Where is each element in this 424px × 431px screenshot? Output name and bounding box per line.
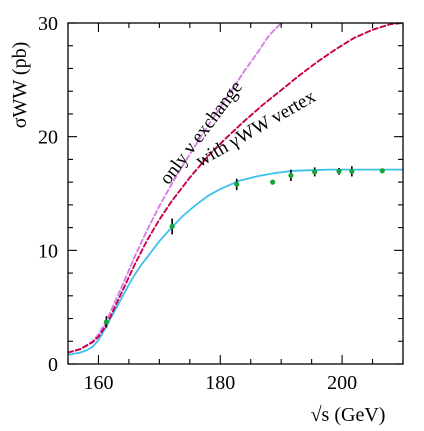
axes-frame [67,22,404,365]
curve-nu-exchange-only [68,23,283,354]
data-point [288,169,294,181]
y-tick-label: 0 [48,354,58,376]
x-tick-label: 180 [205,372,235,394]
x-axis-label: √s (GeV) [311,404,386,426]
data-point [312,167,318,177]
x-tick-label: 200 [327,372,357,394]
curve-standard-model [68,168,403,356]
data-point [169,218,175,235]
tick-labels: 160 180 200 0 10 20 30 [38,13,357,394]
y-tick-label: 10 [38,240,58,262]
tick-marks [67,22,404,365]
y-tick-label: 20 [38,127,58,149]
data-point [234,178,240,191]
x-tick-label: 160 [83,372,113,394]
data-point [270,179,276,185]
data-point [349,166,355,177]
data-point [336,167,342,175]
curves-layer [68,23,403,356]
y-axis-label: σWW (pb) [9,42,31,129]
measurements-layer [103,166,385,328]
y-tick-label: 30 [38,13,58,35]
data-point [379,168,385,174]
data-point [103,316,109,328]
curve-with-gammaww [68,23,403,354]
